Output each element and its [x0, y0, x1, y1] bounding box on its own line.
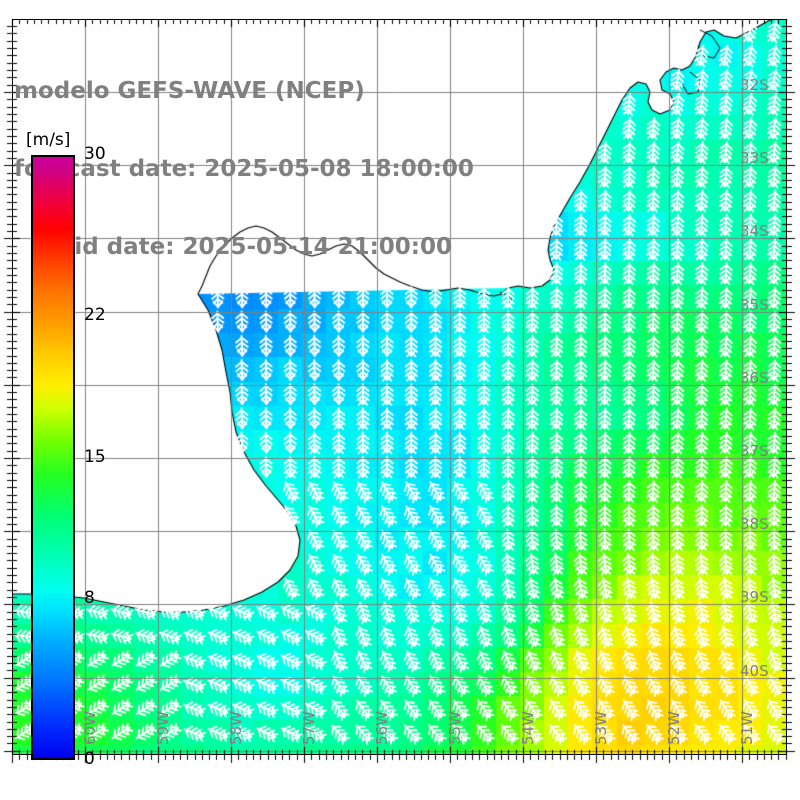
colorbar-unit-label: [m/s]: [26, 130, 71, 150]
colorbar-tick-30: 30: [84, 144, 106, 164]
lon-label-57w: 57W: [300, 711, 318, 745]
lon-label-54w: 54W: [519, 711, 537, 745]
colorbar-tick-8: 8: [84, 587, 95, 608]
lon-label-56w: 56W: [373, 711, 391, 745]
lat-label-36s: 36S: [740, 368, 769, 387]
title-model-line: modelo GEFS-WAVE (NCEP): [14, 78, 365, 104]
lon-label-53w: 53W: [592, 711, 610, 745]
colorbar-tick-0: 0: [84, 749, 95, 769]
lon-label-59w: 59W: [154, 711, 172, 745]
lat-label-34s: 34S: [740, 222, 769, 241]
lat-label-33s: 33S: [740, 149, 769, 168]
lon-label-52w: 52W: [665, 711, 683, 745]
title-forecast-date: forecast date: 2025-05-08 18:00:00: [14, 156, 474, 182]
lon-label-55w: 55W: [446, 711, 464, 745]
lat-label-35s: 35S: [740, 295, 769, 314]
map-title-block: modelo GEFS-WAVE (NCEP) forecast date: 2…: [14, 26, 474, 312]
lat-label-37s: 37S: [740, 442, 769, 460]
lat-label-40s: 40S: [740, 661, 769, 680]
lat-label-38s: 38S: [740, 515, 769, 534]
lon-label-51w: 51W: [738, 711, 756, 745]
colorbar-tick-15: 15: [84, 446, 106, 467]
colorbar-tick-22: 22: [84, 305, 106, 326]
lat-label-32s: 32S: [740, 76, 769, 94]
title-valid-date: valid date: 2025-05-14 21:00:00: [35, 234, 452, 260]
lon-label-58w: 58W: [227, 711, 245, 745]
lat-label-39s: 39S: [740, 588, 769, 607]
lon-label-60w: 60W: [81, 711, 99, 745]
colorbar-gradient: [31, 155, 75, 760]
